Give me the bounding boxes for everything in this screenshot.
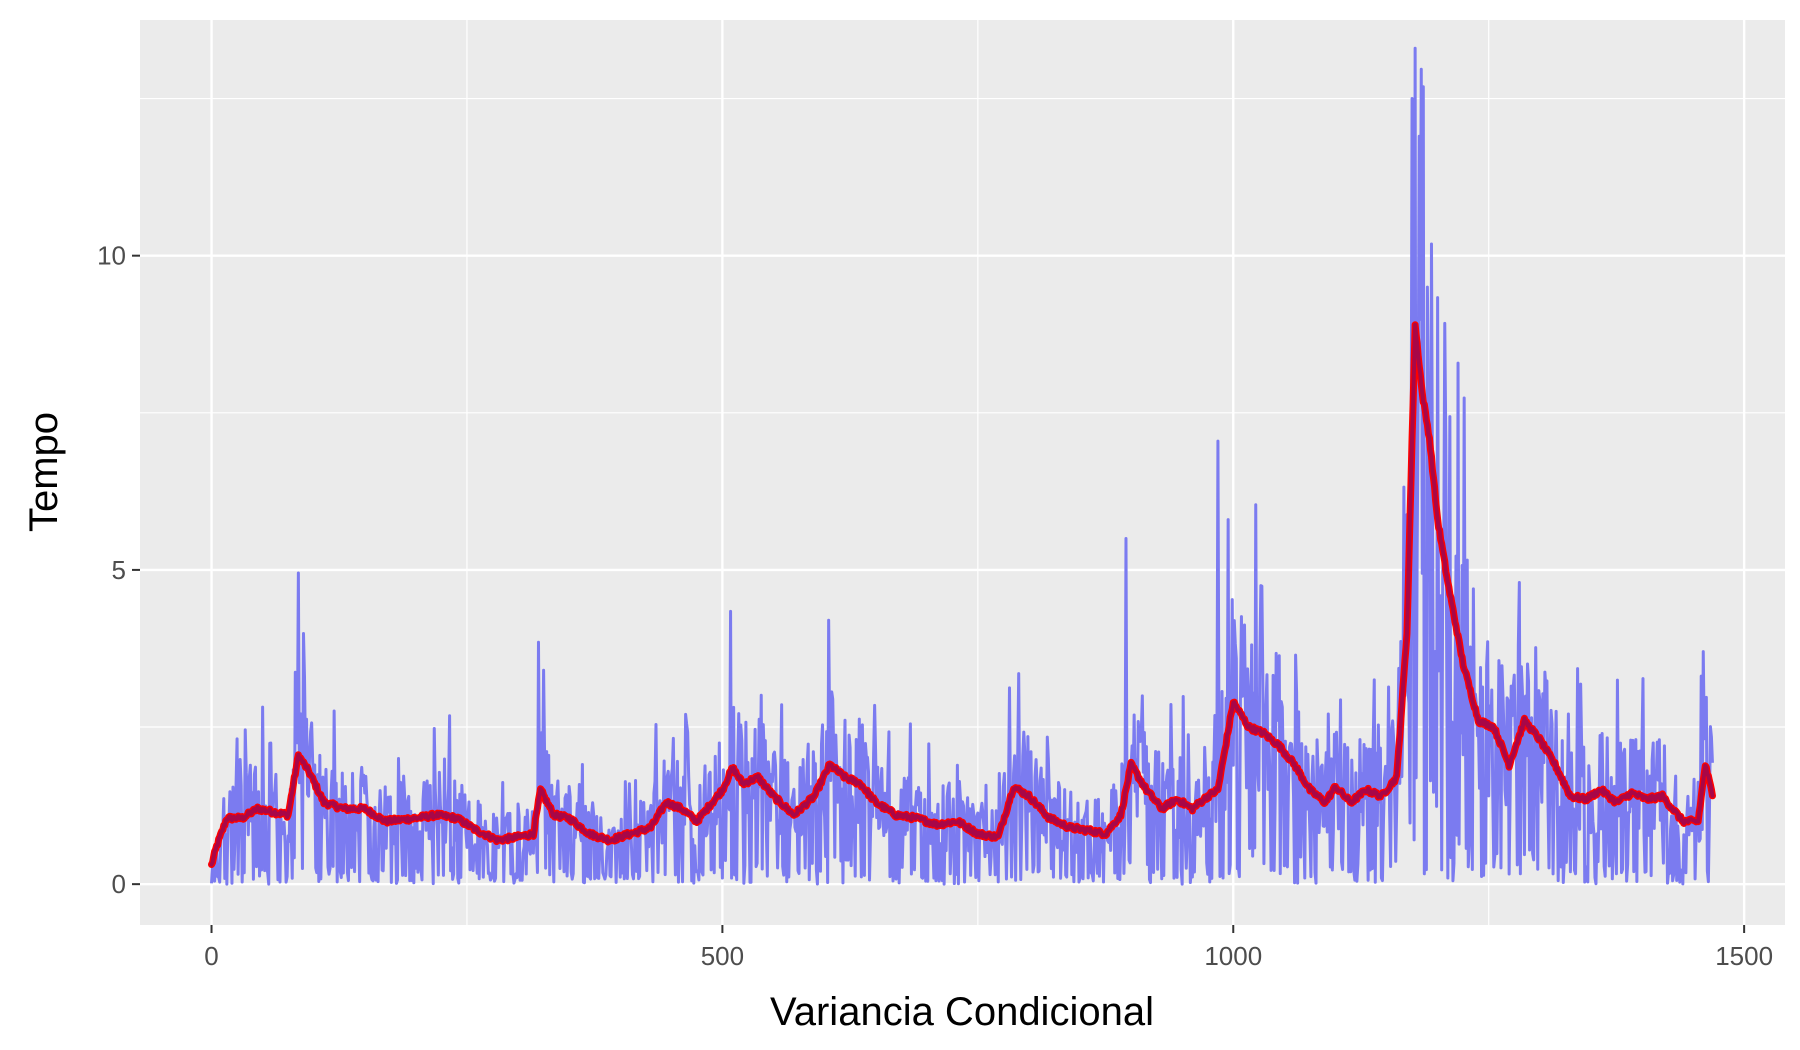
y-tick-label: 10 bbox=[97, 241, 126, 271]
x-tick-label: 500 bbox=[701, 941, 744, 971]
series-raw-line bbox=[210, 46, 1714, 886]
y-axis-title: Tempo bbox=[22, 412, 66, 532]
series-smoothed-overlay bbox=[209, 322, 1715, 867]
x-tick-label: 1500 bbox=[1715, 941, 1773, 971]
x-axis-title: Variancia Condicional bbox=[770, 990, 1154, 1034]
series-layer bbox=[208, 46, 1716, 886]
x-tick-label: 0 bbox=[204, 941, 218, 971]
x-axis: 0 500 1000 1500 bbox=[204, 925, 1773, 971]
y-axis: 0 5 10 bbox=[97, 241, 140, 899]
minor-gridlines bbox=[140, 20, 1785, 925]
y-tick-label: 0 bbox=[112, 869, 126, 899]
x-tick-label: 1000 bbox=[1204, 941, 1262, 971]
y-tick-label: 5 bbox=[112, 555, 126, 585]
